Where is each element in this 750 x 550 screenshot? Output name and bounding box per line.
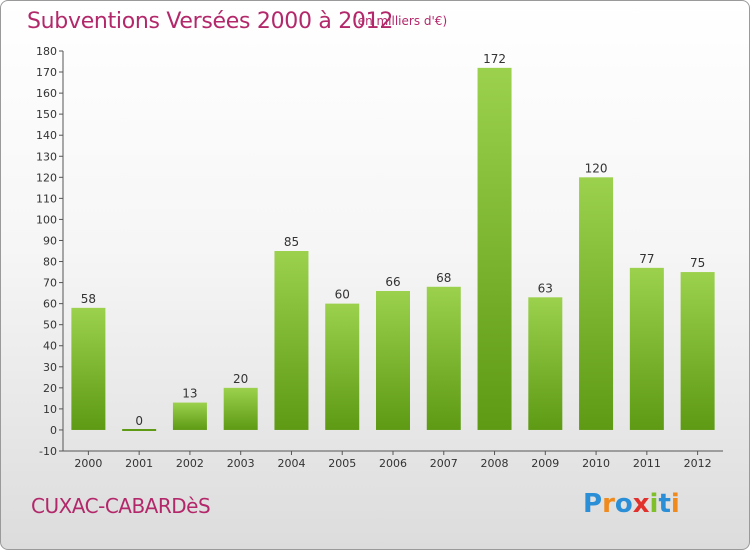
y-tick-label: 10 bbox=[43, 403, 57, 416]
value-label-2006: 66 bbox=[385, 275, 400, 289]
y-tick-label: 100 bbox=[36, 213, 57, 226]
y-tick-label: 140 bbox=[36, 129, 57, 142]
y-tick-label: 30 bbox=[43, 361, 57, 374]
y-tick-label: 80 bbox=[43, 256, 57, 269]
bar-2004 bbox=[274, 251, 309, 430]
chart-axes: -100102030405060708090100110120130140150… bbox=[36, 45, 723, 458]
logo-letter: i bbox=[670, 489, 680, 519]
x-tick-label-2011: 2011 bbox=[633, 457, 661, 470]
x-tick-label-2001: 2001 bbox=[125, 457, 153, 470]
x-tick-label-2012: 2012 bbox=[684, 457, 712, 470]
bar-2006 bbox=[376, 291, 410, 430]
bar-2008 bbox=[477, 67, 512, 430]
chart-subtitle: (en milliers d'€) bbox=[353, 14, 448, 28]
logo-letter: r bbox=[602, 489, 615, 519]
x-tick-label-2003: 2003 bbox=[227, 457, 255, 470]
x-tick-label-2004: 2004 bbox=[277, 457, 305, 470]
x-tick-label-2000: 2000 bbox=[74, 457, 102, 470]
chart-title: Subventions Versées 2000 à 2012 bbox=[27, 9, 394, 34]
value-label-2000: 58 bbox=[81, 292, 96, 306]
value-label-2011: 77 bbox=[639, 252, 654, 266]
chart-bars bbox=[71, 67, 715, 431]
bar-2003 bbox=[223, 387, 258, 430]
value-label-2008: 172 bbox=[483, 52, 506, 66]
value-label-2002: 13 bbox=[182, 387, 197, 401]
logo-letter: P bbox=[583, 489, 603, 519]
x-tick-label-2009: 2009 bbox=[531, 457, 559, 470]
x-tick-label-2005: 2005 bbox=[328, 457, 356, 470]
bar-2005 bbox=[325, 303, 360, 430]
logo-letter: o bbox=[614, 489, 633, 519]
value-label-2005: 60 bbox=[335, 288, 350, 302]
commune-name: CUXAC-CABARDèS bbox=[31, 494, 211, 518]
bar-2009 bbox=[528, 297, 563, 430]
y-tick-label: 70 bbox=[43, 277, 57, 290]
x-tick-label-2006: 2006 bbox=[379, 457, 407, 470]
value-label-2003: 20 bbox=[233, 372, 248, 386]
y-tick-label: 160 bbox=[36, 87, 57, 100]
value-label-2009: 63 bbox=[538, 281, 553, 295]
value-label-2010: 120 bbox=[585, 161, 608, 175]
y-tick-label: 20 bbox=[43, 382, 57, 395]
y-tick-label: 60 bbox=[43, 298, 57, 311]
y-tick-label: 110 bbox=[36, 192, 57, 205]
value-label-2001: 0 bbox=[135, 414, 143, 428]
logo-letter: x bbox=[632, 489, 650, 519]
chart-labels: 58 2000 0 2001 13 2002 20 2003 85 2004 60 2005 66 200… bbox=[74, 52, 711, 470]
x-tick-label-2007: 2007 bbox=[430, 457, 458, 470]
y-tick-label: 130 bbox=[36, 150, 57, 163]
y-tick-label: 40 bbox=[43, 340, 57, 353]
bar-2007 bbox=[426, 286, 461, 430]
y-tick-label: 50 bbox=[43, 319, 57, 332]
y-tick-label: 180 bbox=[36, 45, 57, 58]
x-tick-label-2010: 2010 bbox=[582, 457, 610, 470]
y-tick-label: 90 bbox=[43, 234, 57, 247]
logo-letter: t bbox=[658, 489, 671, 519]
x-tick-label-2008: 2008 bbox=[481, 457, 509, 470]
y-tick-label: 0 bbox=[50, 424, 57, 437]
proxiti-logo[interactable]: Proxiti bbox=[583, 489, 680, 519]
bar-2012 bbox=[680, 272, 715, 430]
y-tick-label: -10 bbox=[39, 445, 57, 458]
value-label-2004: 85 bbox=[284, 235, 299, 249]
y-tick-label: 150 bbox=[36, 108, 57, 121]
value-label-2012: 75 bbox=[690, 256, 705, 270]
bar-2000 bbox=[71, 307, 106, 430]
logo-letter: i bbox=[649, 489, 659, 519]
value-label-2007: 68 bbox=[436, 271, 451, 285]
x-tick-label-2002: 2002 bbox=[176, 457, 204, 470]
bar-2011 bbox=[629, 267, 664, 430]
bar-2002 bbox=[172, 402, 207, 430]
y-tick-label: 170 bbox=[36, 66, 57, 79]
y-tick-label: 120 bbox=[36, 171, 57, 184]
bar-2010 bbox=[579, 177, 614, 430]
